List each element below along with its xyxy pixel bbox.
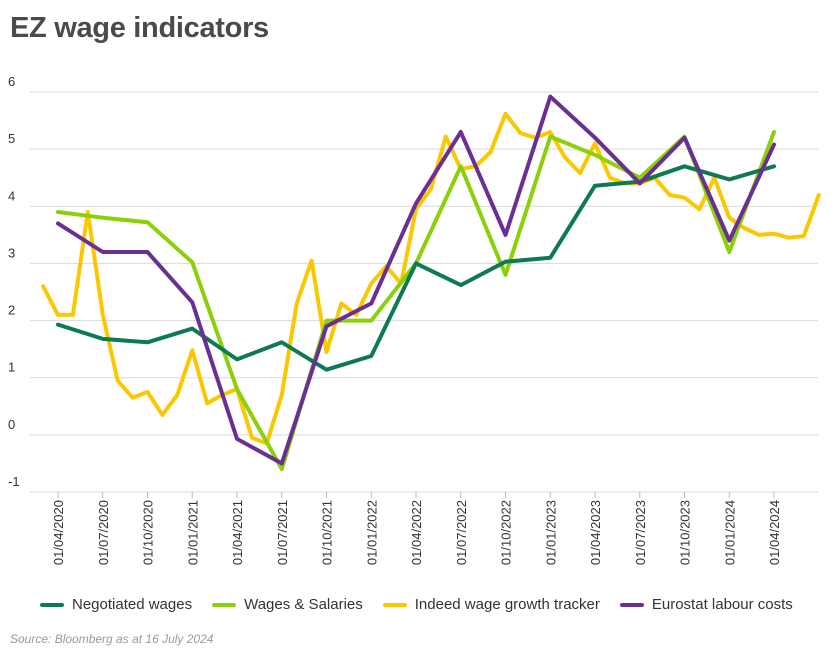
- source-note: Source: Bloomberg as at 16 July 2024: [10, 632, 214, 646]
- series-line-negotiated-wages: [56, 164, 776, 372]
- x-tick-label: 01/01/2022: [364, 500, 379, 565]
- series-line-wages-salaries: [56, 130, 776, 472]
- legend-swatch: [382, 602, 407, 607]
- x-tick-label: 01/04/2023: [588, 500, 603, 565]
- x-tick-label: 01/07/2021: [275, 500, 290, 565]
- x-tick-label: 01/07/2020: [96, 500, 111, 565]
- line-chart: -1 0 1 2 3 4 5 6 01/04/2020 01/07/2020 01/10/2020…: [8, 74, 821, 565]
- x-tick-label: 01/10/2023: [678, 500, 693, 565]
- legend-swatch: [619, 602, 644, 607]
- x-tick-label: 01/10/2022: [499, 500, 514, 565]
- y-tick-label: 4: [8, 188, 15, 203]
- legend-swatch: [212, 602, 237, 607]
- y-tick-label: 2: [8, 303, 15, 318]
- series-lines: [41, 94, 821, 472]
- y-tick-label: 1: [8, 360, 15, 375]
- series-line-eurostat-labour-costs: [56, 94, 776, 466]
- x-tick-label: 01/10/2021: [320, 500, 335, 565]
- x-tick-label: 01/01/2023: [543, 500, 558, 565]
- legend-item: Wages & Salaries: [212, 596, 363, 613]
- legend: Negotiated wages Wages & Salaries Indeed w…: [40, 596, 813, 613]
- legend-item: Negotiated wages: [40, 596, 192, 613]
- gridlines: [30, 91, 818, 493]
- y-tick-label: 5: [8, 131, 15, 146]
- y-tick-label: -1: [8, 474, 20, 489]
- series-line-indeed-wage-growth-tracker: [41, 111, 821, 446]
- x-tick-label: 01/01/2021: [185, 500, 200, 565]
- x-tick-label: 01/04/2022: [409, 500, 424, 565]
- legend-label: Wages & Salaries: [244, 596, 363, 613]
- legend-item: Eurostat labour costs: [619, 596, 793, 613]
- x-axis-ticks: 01/04/2020 01/07/2020 01/10/2020 01/01/2021…: [51, 492, 782, 565]
- legend-label: Eurostat labour costs: [651, 596, 793, 613]
- x-tick-label: 01/04/2020: [51, 500, 66, 565]
- legend-label: Indeed wage growth tracker: [414, 596, 600, 613]
- x-tick-label: 01/01/2024: [722, 500, 737, 565]
- y-tick-label: 6: [8, 74, 15, 89]
- x-tick-label: 01/04/2024: [767, 500, 782, 565]
- x-tick-label: 01/07/2022: [454, 500, 469, 565]
- legend-item: Indeed wage growth tracker: [382, 596, 600, 613]
- chart-title: EZ wage indicators: [10, 12, 269, 44]
- x-tick-label: 01/07/2023: [633, 500, 648, 565]
- x-tick-label: 01/10/2020: [141, 500, 156, 565]
- legend-swatch: [40, 602, 64, 607]
- legend-label: Negotiated wages: [72, 596, 193, 613]
- y-tick-label: 3: [8, 245, 15, 260]
- x-tick-label: 01/04/2021: [230, 500, 245, 565]
- y-tick-label: 0: [8, 417, 15, 432]
- y-axis-ticks: -1 0 1 2 3 4 5 6: [8, 74, 20, 489]
